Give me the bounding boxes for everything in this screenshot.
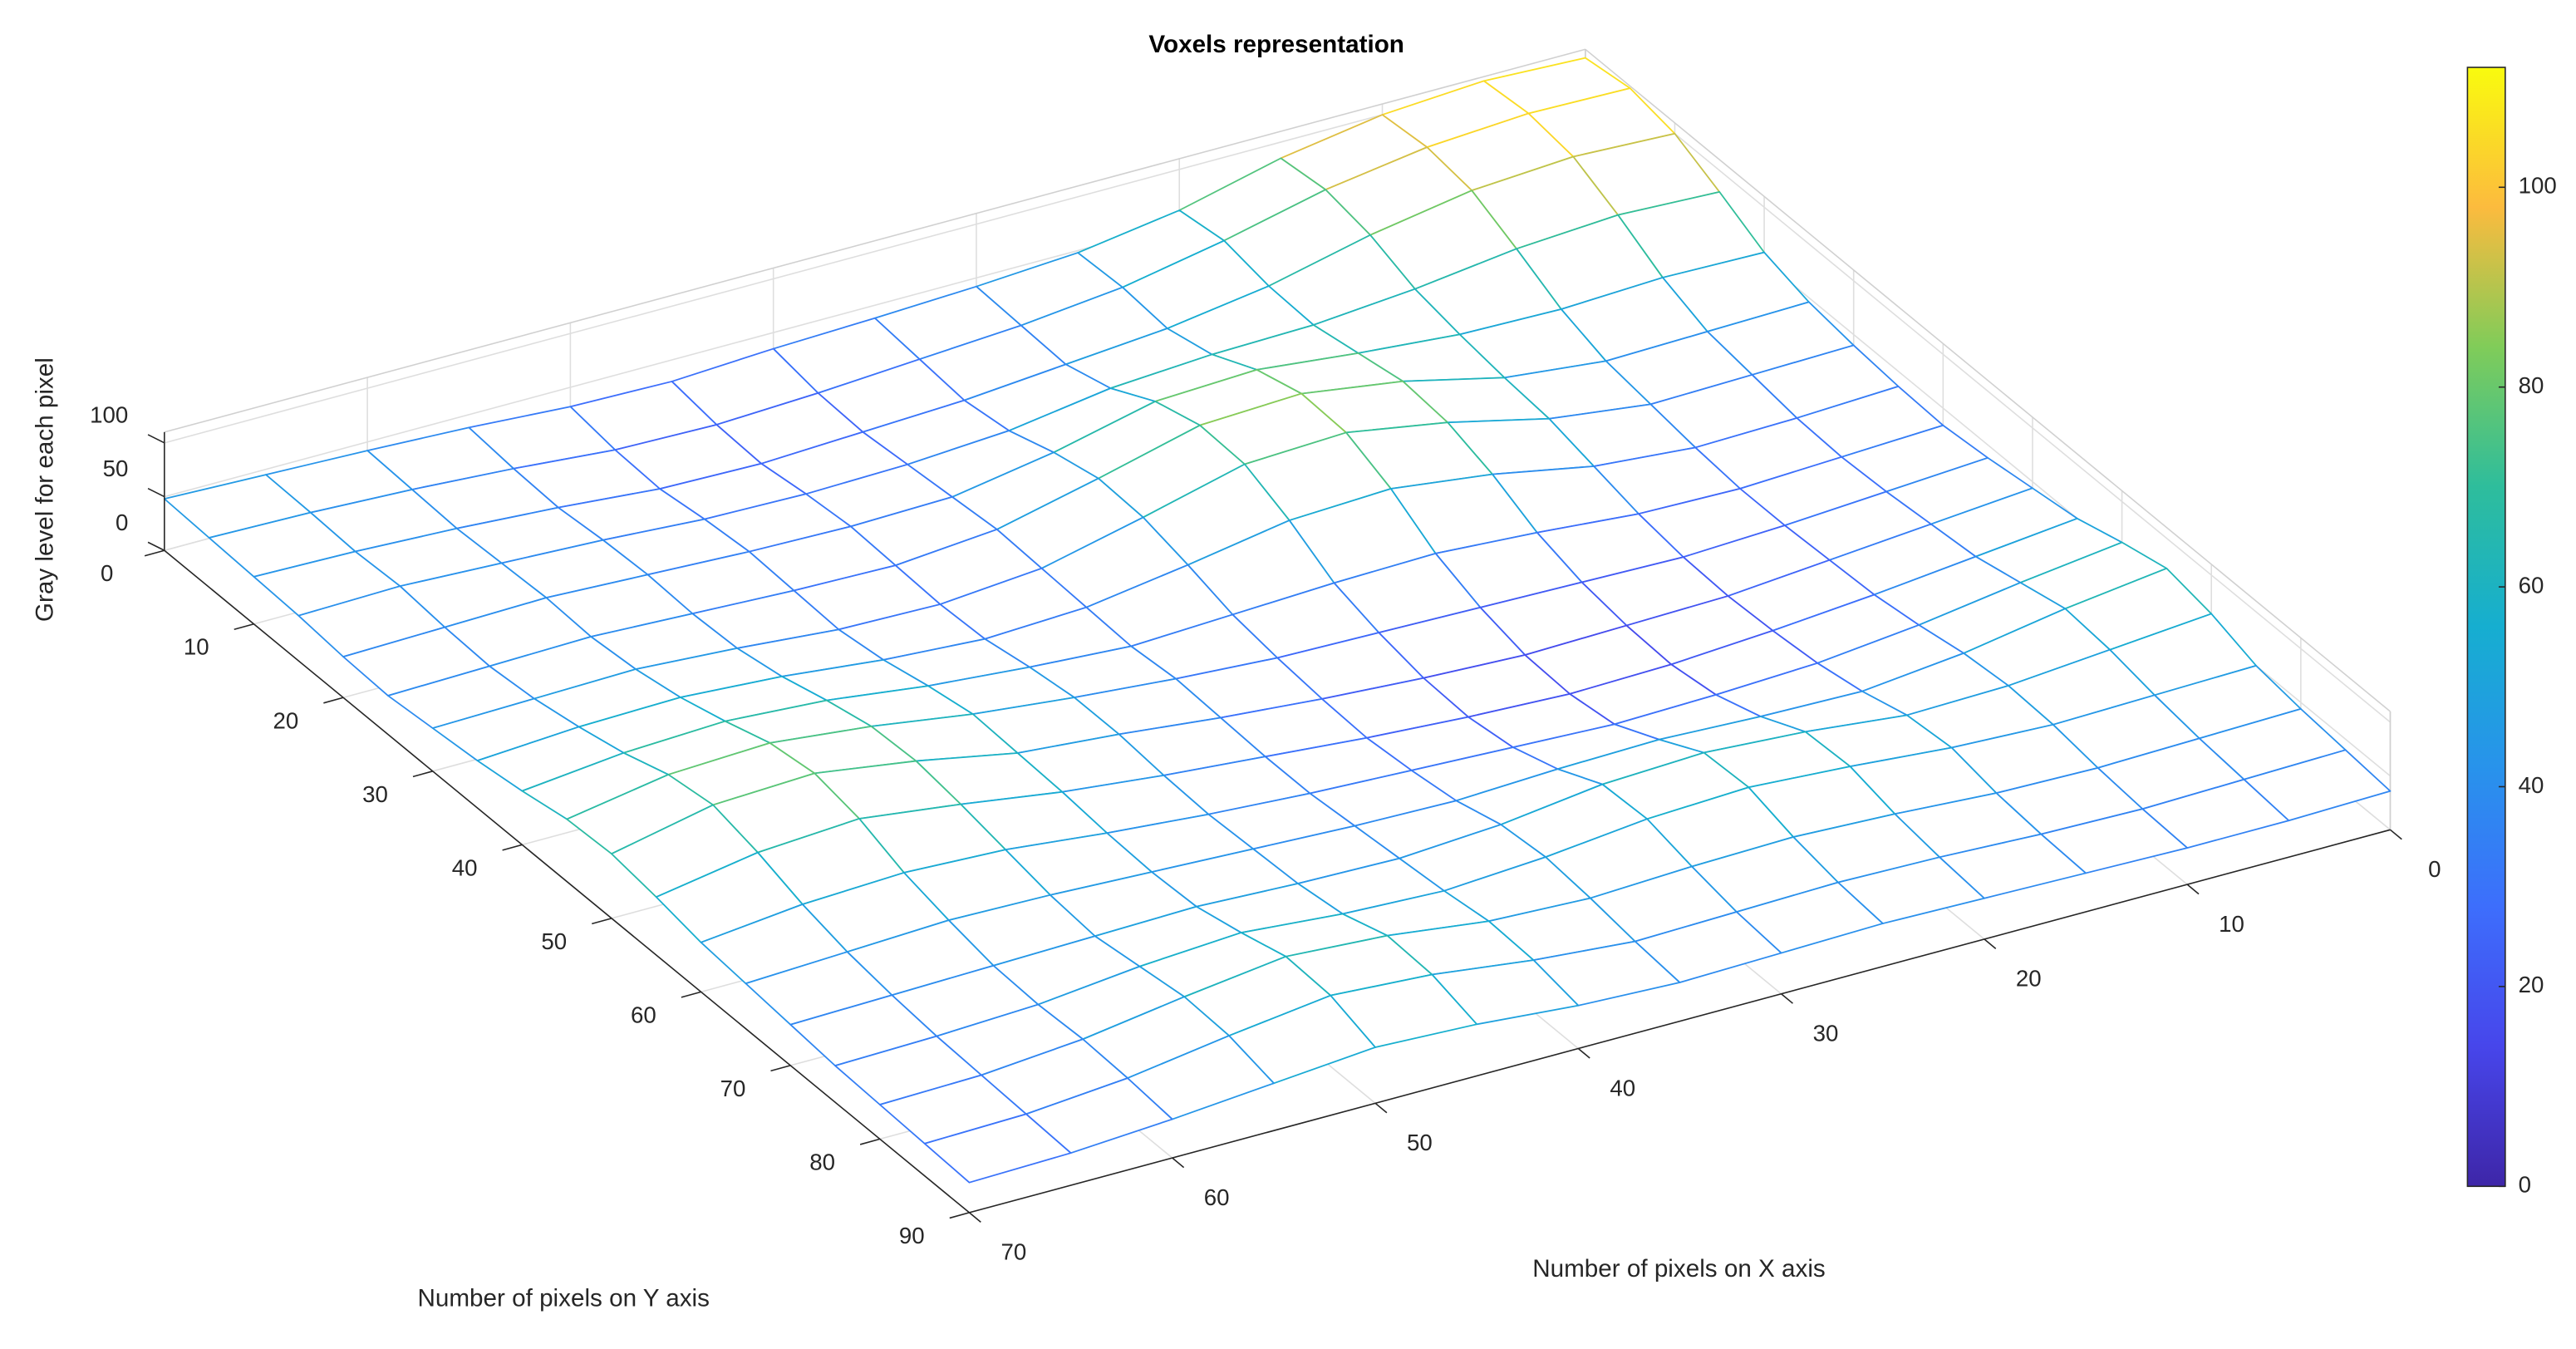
x-tick xyxy=(2389,829,2402,840)
x-tick xyxy=(1577,1047,1590,1059)
y-tick xyxy=(323,697,344,704)
x-tick xyxy=(1781,993,1793,1004)
x-tick xyxy=(1374,1102,1388,1114)
y-tick xyxy=(144,549,165,557)
y-tick-label: 90 xyxy=(899,1223,925,1248)
z-tick xyxy=(147,434,165,444)
y-tick-label: 30 xyxy=(362,781,388,807)
z-tick-label: 0 xyxy=(116,510,128,535)
z-tick xyxy=(147,487,165,498)
colorbar-tick-label: 60 xyxy=(2519,572,2544,598)
y-tick xyxy=(949,1212,970,1219)
y-tick-label: 60 xyxy=(631,1002,656,1027)
grid-line xyxy=(1585,59,2391,723)
y-tick-label: 20 xyxy=(273,707,299,733)
chart-title: Voxels representation xyxy=(1148,31,1404,58)
x-tick-label: 10 xyxy=(2219,911,2244,937)
y-tick xyxy=(859,1138,881,1145)
x-tick xyxy=(2186,884,2200,895)
x-tick-label: 70 xyxy=(1000,1239,1026,1265)
colorbar-tick-label: 80 xyxy=(2519,372,2544,398)
z-tick-label: 100 xyxy=(90,402,128,428)
x-tick-label: 0 xyxy=(2428,856,2441,882)
colorbar-tick-label: 100 xyxy=(2519,173,2557,199)
colorbar-tick-label: 20 xyxy=(2519,972,2544,997)
box-edge xyxy=(164,48,1586,433)
x-axis-title: Number of pixels on X axis xyxy=(1532,1255,1826,1283)
y-tick xyxy=(592,918,612,925)
y-tick xyxy=(681,991,701,998)
y-axis-line xyxy=(164,549,970,1214)
y-tick-label: 50 xyxy=(541,928,567,954)
colorbar-tick-label: 40 xyxy=(2519,772,2544,798)
colorbar-tick-label: 0 xyxy=(2519,1172,2531,1198)
colorbar xyxy=(2466,66,2506,1188)
y-tick xyxy=(502,844,523,851)
grid-line xyxy=(164,59,1586,444)
x-tick xyxy=(1984,938,1997,949)
y-axis-title: Number of pixels on Y axis xyxy=(417,1285,709,1312)
mesh-cell xyxy=(923,1113,1072,1184)
z-axis-title: Gray level for each pixel xyxy=(31,357,58,622)
x-tick-label: 50 xyxy=(1407,1130,1433,1155)
y-tick xyxy=(770,1065,791,1072)
y-tick-label: 10 xyxy=(184,634,209,660)
y-tick-label: 70 xyxy=(720,1076,746,1101)
z-tick xyxy=(147,541,165,551)
y-tick-label: 40 xyxy=(452,854,478,880)
x-tick-label: 30 xyxy=(1813,1020,1839,1046)
z-tick-label: 50 xyxy=(103,455,129,481)
y-tick-label: 80 xyxy=(809,1149,835,1174)
y-tick xyxy=(412,771,433,778)
x-tick xyxy=(968,1212,981,1223)
box-edge xyxy=(1585,48,2391,712)
y-tick-label: 0 xyxy=(101,560,113,586)
x-tick-label: 20 xyxy=(2016,966,2042,992)
x-axis-line xyxy=(969,829,2391,1214)
x-tick xyxy=(1172,1157,1185,1169)
x-tick-label: 40 xyxy=(1610,1075,1635,1100)
y-tick xyxy=(234,623,254,631)
x-tick-label: 60 xyxy=(1204,1184,1230,1210)
